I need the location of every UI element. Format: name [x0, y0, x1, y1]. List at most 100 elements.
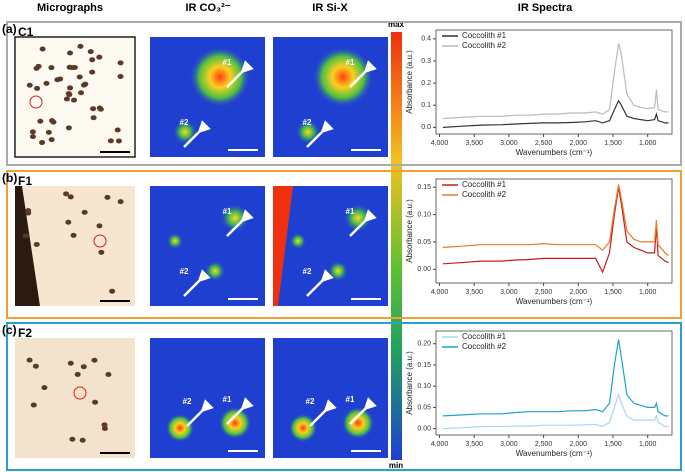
x-tick-label: 1,000 [639, 289, 657, 296]
colorbar-min: min [389, 461, 403, 470]
header: Micrographs [37, 2, 103, 14]
plot-frame [435, 330, 673, 436]
x-axis-label: Wavenumbers (cm⁻¹) [516, 148, 593, 157]
coccolith [29, 129, 36, 135]
legend-label: Coccolith #2 [462, 342, 507, 351]
series-line [442, 392, 669, 430]
coccolith [115, 138, 122, 144]
coccolith [65, 91, 72, 97]
header: IR CO₃²⁻ [185, 2, 230, 14]
coccolith [67, 50, 74, 56]
coccolith [70, 232, 77, 238]
x-tick-label: 2,500 [535, 289, 553, 296]
arrow [349, 397, 377, 425]
colorbar-max: max [388, 20, 405, 29]
arrow [226, 209, 254, 237]
coccolith [67, 360, 74, 366]
arrow [183, 120, 211, 148]
coccolith [43, 80, 50, 86]
arrow [183, 269, 211, 297]
x-tick-label: 1,000 [639, 441, 657, 448]
arrow [186, 399, 214, 427]
coccolith [96, 223, 103, 229]
ir-map [150, 186, 265, 306]
x-tick-label: 2,500 [535, 140, 553, 147]
coccolith [96, 105, 103, 111]
x-tick-label: 2,000 [570, 441, 588, 448]
series-line [442, 184, 669, 257]
arrow [306, 269, 334, 297]
coccolith [26, 357, 33, 363]
x-tick-label: 4,000 [431, 441, 449, 448]
coccolith [69, 65, 76, 71]
x-tick-label: 1,500 [604, 441, 622, 448]
colorbar [391, 32, 402, 460]
map-annotation: #2 [303, 118, 312, 127]
row-label: (b) [2, 171, 17, 185]
coccolith [33, 241, 40, 247]
y-tick-label: 0.05 [417, 239, 431, 246]
x-tick-label: 2,500 [535, 441, 553, 448]
coccolith [96, 54, 103, 60]
legend-label: Coccolith #1 [462, 332, 507, 341]
x-tick-label: 3,000 [500, 289, 518, 296]
y-tick-label: 0.15 [417, 362, 431, 369]
ir-spot [328, 261, 348, 281]
coccolith [48, 137, 55, 143]
coccolith [78, 90, 85, 96]
arrow [306, 120, 334, 148]
x-tick-label: 3,000 [500, 441, 518, 448]
map-annotation: #2 [306, 397, 315, 406]
row-box [6, 21, 682, 166]
coccolith [63, 96, 70, 102]
ir-spot [342, 407, 374, 439]
coccolith [107, 138, 114, 144]
x-tick-label: 4,000 [431, 289, 449, 296]
coccolith [98, 249, 105, 255]
map-annotation: #2 [183, 397, 192, 406]
coccolith [65, 219, 72, 225]
coccolith [92, 399, 99, 405]
coccolith [117, 60, 124, 66]
ir-spot [289, 414, 317, 442]
map-annotation: #1 [223, 58, 232, 67]
map-annotation: #2 [303, 267, 312, 276]
y-tick-label: 0.15 [417, 184, 431, 191]
arrow [226, 60, 254, 88]
x-tick-label: 3,500 [465, 441, 483, 448]
plot-frame [435, 178, 673, 284]
x-tick-label: 3,500 [465, 289, 483, 296]
coccolith [26, 82, 33, 88]
y-tick-label: 0.20 [417, 341, 431, 348]
coccolith [45, 129, 52, 135]
y-axis-label: Absorbance (a.u.) [405, 351, 414, 415]
coccolith [109, 288, 116, 294]
x-axis-label: Wavenumbers (cm⁻¹) [516, 449, 593, 458]
coccolith [48, 65, 55, 71]
y-tick-label: 0.10 [417, 211, 431, 218]
coccolith [65, 125, 72, 131]
legend-label: Coccolith #1 [462, 180, 507, 189]
coccolith [49, 118, 56, 124]
coccolith [35, 63, 42, 69]
legend-label: Coccolith #1 [462, 31, 507, 40]
map-annotation: #1 [223, 207, 232, 216]
highlight [73, 386, 87, 400]
coccolith [37, 118, 44, 124]
coccolith [117, 73, 124, 79]
coccolith [67, 194, 74, 200]
row-label: (c) [2, 323, 17, 337]
map-annotation: #2 [180, 118, 189, 127]
arrow [226, 397, 254, 425]
ir-spot [166, 414, 194, 442]
y-tick-label: 0.1 [421, 102, 431, 109]
ir-spot [167, 233, 183, 249]
header: IR Si-X [312, 2, 348, 14]
ir-map [273, 338, 388, 458]
coccolith [89, 57, 96, 63]
y-tick-label: 0.3 [421, 58, 431, 65]
coccolith [90, 106, 97, 112]
coccolith [90, 115, 97, 121]
coccolith [77, 43, 84, 49]
